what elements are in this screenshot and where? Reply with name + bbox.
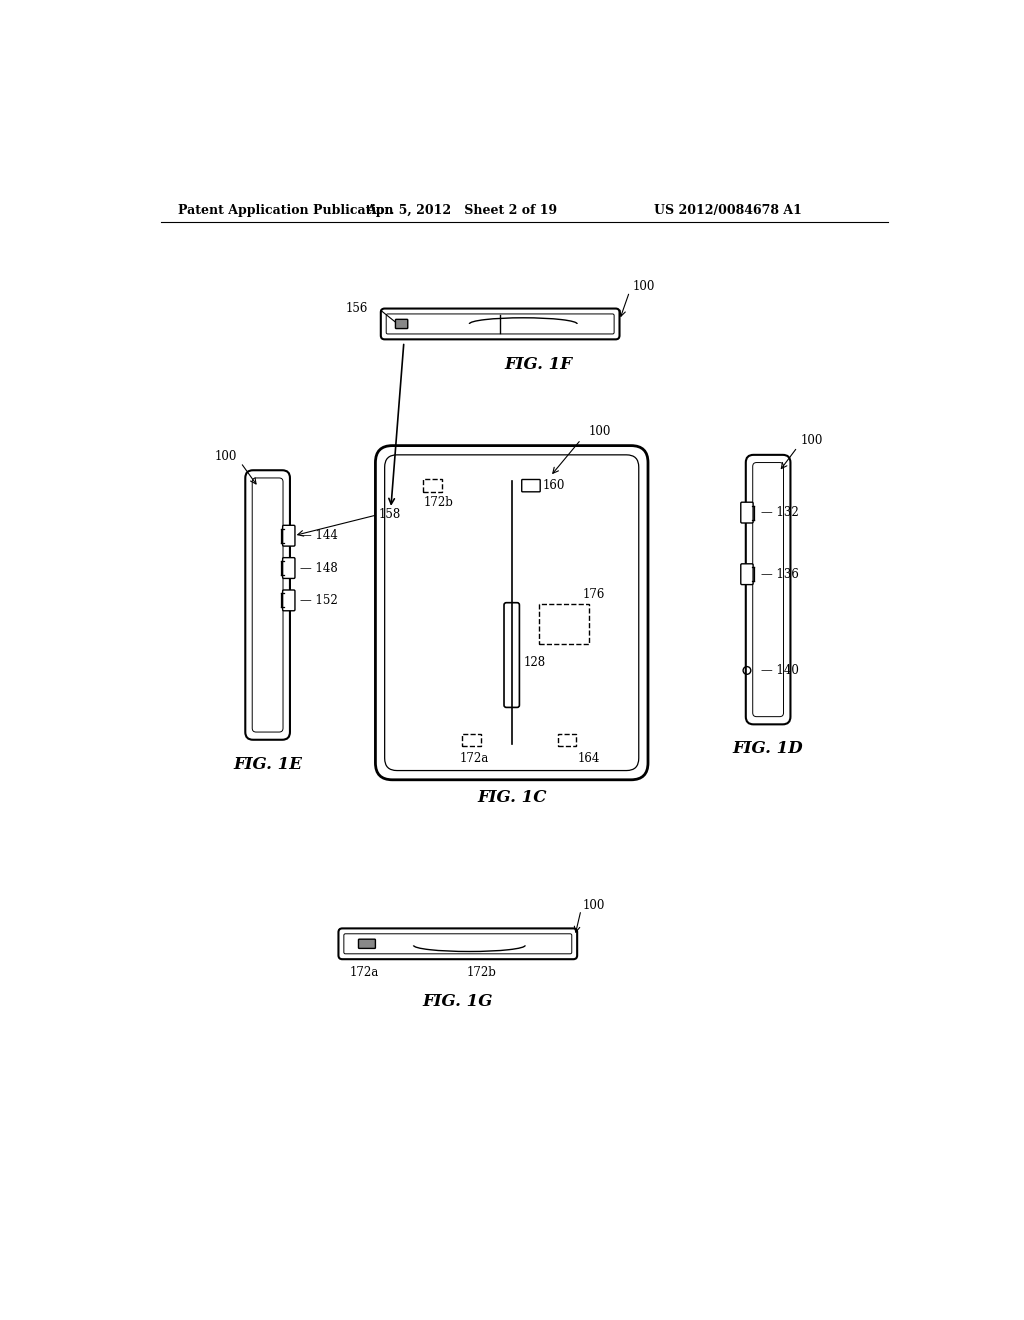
FancyBboxPatch shape bbox=[252, 478, 283, 733]
FancyBboxPatch shape bbox=[504, 603, 519, 708]
Text: 100: 100 bbox=[583, 899, 605, 912]
FancyBboxPatch shape bbox=[246, 470, 290, 739]
FancyBboxPatch shape bbox=[386, 314, 614, 334]
FancyBboxPatch shape bbox=[358, 940, 376, 949]
Text: 100: 100 bbox=[801, 434, 823, 447]
FancyBboxPatch shape bbox=[385, 455, 639, 771]
Text: 100: 100 bbox=[214, 450, 237, 463]
Text: FIG. 1C: FIG. 1C bbox=[477, 789, 547, 807]
Text: FIG. 1D: FIG. 1D bbox=[733, 741, 804, 758]
FancyBboxPatch shape bbox=[339, 928, 578, 960]
Text: 176: 176 bbox=[583, 589, 605, 602]
FancyBboxPatch shape bbox=[283, 590, 295, 611]
Text: 172b: 172b bbox=[467, 966, 497, 979]
Text: 160: 160 bbox=[543, 479, 565, 492]
FancyBboxPatch shape bbox=[344, 933, 571, 954]
FancyBboxPatch shape bbox=[753, 462, 783, 717]
FancyBboxPatch shape bbox=[381, 309, 620, 339]
Text: — 132: — 132 bbox=[761, 506, 799, 519]
Text: 172a: 172a bbox=[460, 751, 488, 764]
Text: 156: 156 bbox=[345, 302, 368, 315]
Text: 172b: 172b bbox=[423, 496, 453, 510]
Text: — 144: — 144 bbox=[300, 529, 338, 543]
Text: FIG. 1E: FIG. 1E bbox=[233, 756, 302, 774]
Text: 172a: 172a bbox=[350, 966, 379, 979]
Text: 100: 100 bbox=[589, 425, 611, 438]
Text: 164: 164 bbox=[578, 751, 600, 764]
FancyBboxPatch shape bbox=[283, 525, 295, 546]
Text: — 136: — 136 bbox=[761, 568, 799, 581]
Text: FIG. 1G: FIG. 1G bbox=[423, 993, 494, 1010]
Bar bbox=[423, 479, 441, 492]
FancyBboxPatch shape bbox=[376, 446, 648, 780]
FancyBboxPatch shape bbox=[740, 564, 753, 585]
Text: US 2012/0084678 A1: US 2012/0084678 A1 bbox=[654, 205, 802, 218]
Text: — 152: — 152 bbox=[300, 594, 338, 607]
Text: — 148: — 148 bbox=[300, 561, 338, 574]
Bar bbox=[539, 605, 589, 644]
Text: 100: 100 bbox=[633, 280, 655, 293]
Bar bbox=[558, 734, 577, 746]
Text: 158: 158 bbox=[379, 508, 400, 521]
Text: Apr. 5, 2012   Sheet 2 of 19: Apr. 5, 2012 Sheet 2 of 19 bbox=[367, 205, 557, 218]
FancyBboxPatch shape bbox=[745, 455, 791, 725]
Text: Patent Application Publication: Patent Application Publication bbox=[178, 205, 394, 218]
FancyBboxPatch shape bbox=[283, 557, 295, 578]
FancyBboxPatch shape bbox=[395, 319, 408, 329]
Text: 128: 128 bbox=[523, 656, 546, 669]
Text: — 140: — 140 bbox=[761, 664, 799, 677]
FancyBboxPatch shape bbox=[521, 479, 541, 492]
Bar bbox=[463, 734, 481, 746]
Text: FIG. 1F: FIG. 1F bbox=[505, 356, 572, 374]
FancyBboxPatch shape bbox=[740, 502, 753, 523]
